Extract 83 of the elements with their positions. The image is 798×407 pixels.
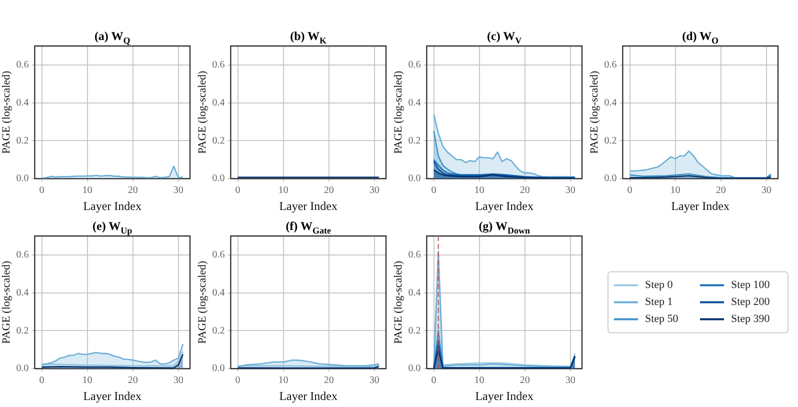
y-tick-label: 0.0 — [212, 173, 225, 184]
y-tick-label: 0.6 — [212, 60, 225, 71]
x-tick-label: 20 — [324, 185, 334, 196]
y-tick-label: 0.4 — [16, 287, 29, 298]
legend-label: Step 50 — [645, 313, 679, 326]
y-tick-label: 0.4 — [16, 97, 29, 108]
x-tick-label: 10 — [82, 185, 92, 196]
x-axis-title: Layer Index — [671, 198, 730, 213]
y-tick-label: 0.2 — [212, 135, 225, 146]
x-tick-label: 20 — [128, 375, 138, 386]
x-tick-label: 20 — [128, 185, 138, 196]
y-tick-label: 0.4 — [604, 97, 617, 108]
y-axis-title: PAGE (log-scaled) — [196, 70, 208, 154]
y-axis-title: PAGE (log-scaled) — [392, 260, 404, 344]
y-tick-label: 0.0 — [408, 363, 421, 374]
chart-title: (c) W$_{V}$ — [486, 29, 523, 46]
x-tick-label: 10 — [670, 185, 680, 196]
x-axis-title: Layer Index — [475, 388, 534, 403]
x-tick-label: 0 — [235, 185, 240, 196]
x-tick-label: 10 — [474, 375, 484, 386]
x-tick-label: 30 — [761, 185, 772, 196]
chart-title: (a) W$_{Q}$ — [93, 29, 132, 46]
y-axis-title: PAGE (log-scaled) — [392, 70, 404, 154]
legend-label: Step 100 — [731, 279, 770, 292]
x-tick-label: 30 — [565, 375, 576, 386]
x-tick-label: 30 — [173, 185, 184, 196]
y-tick-label: 0.0 — [604, 173, 617, 184]
x-axis-title: Layer Index — [279, 388, 338, 403]
x-tick-label: 30 — [369, 185, 380, 196]
x-tick-label: 30 — [565, 185, 576, 196]
y-tick-label: 0.0 — [408, 173, 421, 184]
y-tick-label: 0.2 — [212, 325, 225, 336]
legend-label: Step 390 — [731, 313, 770, 326]
chart-title: (d) W$_{O}$ — [681, 29, 720, 46]
x-tick-label: 0 — [431, 375, 436, 386]
x-tick-label: 20 — [324, 375, 334, 386]
y-tick-label: 0.4 — [408, 287, 421, 298]
x-tick-label: 0 — [39, 185, 44, 196]
x-tick-label: 0 — [235, 375, 240, 386]
x-tick-label: 30 — [369, 375, 380, 386]
y-tick-label: 0.2 — [408, 325, 421, 336]
y-axis-title: PAGE (log-scaled) — [0, 260, 12, 344]
y-tick-label: 0.6 — [408, 250, 421, 261]
x-tick-label: 0 — [431, 185, 436, 196]
x-tick-label: 20 — [520, 375, 530, 386]
x-tick-label: 20 — [716, 185, 726, 196]
chart-title: (e) W$_{Up}$ — [92, 219, 134, 236]
y-tick-label: 0.2 — [16, 135, 29, 146]
chart-title: (b) W$_{K}$ — [289, 29, 328, 46]
x-tick-label: 0 — [39, 375, 44, 386]
x-tick-label: 10 — [278, 375, 288, 386]
y-tick-label: 0.6 — [16, 60, 29, 71]
y-tick-label: 0.0 — [16, 173, 29, 184]
y-tick-label: 0.2 — [16, 325, 29, 336]
y-tick-label: 0.6 — [16, 250, 29, 261]
x-axis-title: Layer Index — [83, 388, 142, 403]
y-tick-label: 0.4 — [408, 97, 421, 108]
y-tick-label: 0.4 — [212, 287, 225, 298]
x-tick-label: 10 — [278, 185, 288, 196]
legend-label: Step 0 — [645, 279, 674, 292]
chart-title: (g) W$_{Down}$ — [478, 219, 531, 236]
y-axis-title: PAGE (log-scaled) — [0, 70, 12, 154]
y-tick-label: 0.2 — [408, 135, 421, 146]
y-tick-label: 0.2 — [604, 135, 617, 146]
y-tick-label: 0.0 — [212, 363, 225, 374]
y-axis-title: PAGE (log-scaled) — [588, 70, 600, 154]
x-tick-label: 0 — [627, 185, 632, 196]
x-tick-label: 10 — [82, 375, 92, 386]
x-axis-title: Layer Index — [279, 198, 338, 213]
y-tick-label: 0.0 — [16, 363, 29, 374]
y-tick-label: 0.4 — [212, 97, 225, 108]
chart-title: (f) W$_{Gate}$ — [284, 219, 332, 236]
legend-label: Step 200 — [731, 296, 770, 308]
x-tick-label: 20 — [520, 185, 530, 196]
legend-label: Step 1 — [645, 296, 673, 308]
y-tick-label: 0.6 — [212, 250, 225, 261]
x-axis-title: Layer Index — [83, 198, 142, 213]
y-axis-title: PAGE (log-scaled) — [196, 260, 208, 344]
x-tick-label: 10 — [474, 185, 484, 196]
x-tick-label: 30 — [173, 375, 184, 386]
y-tick-label: 0.6 — [604, 60, 617, 71]
y-tick-label: 0.6 — [408, 60, 421, 71]
x-axis-title: Layer Index — [475, 198, 534, 213]
